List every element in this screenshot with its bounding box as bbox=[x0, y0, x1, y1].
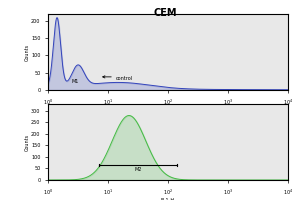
Y-axis label: Counts: Counts bbox=[25, 133, 30, 151]
X-axis label: FL1-H: FL1-H bbox=[0, 199, 1, 200]
Y-axis label: Counts: Counts bbox=[25, 43, 30, 61]
Text: CEM: CEM bbox=[153, 8, 177, 18]
Text: M2: M2 bbox=[134, 167, 142, 172]
Text: M1: M1 bbox=[72, 79, 79, 84]
X-axis label: FL1-H: FL1-H bbox=[161, 198, 175, 200]
Text: control: control bbox=[115, 76, 132, 81]
